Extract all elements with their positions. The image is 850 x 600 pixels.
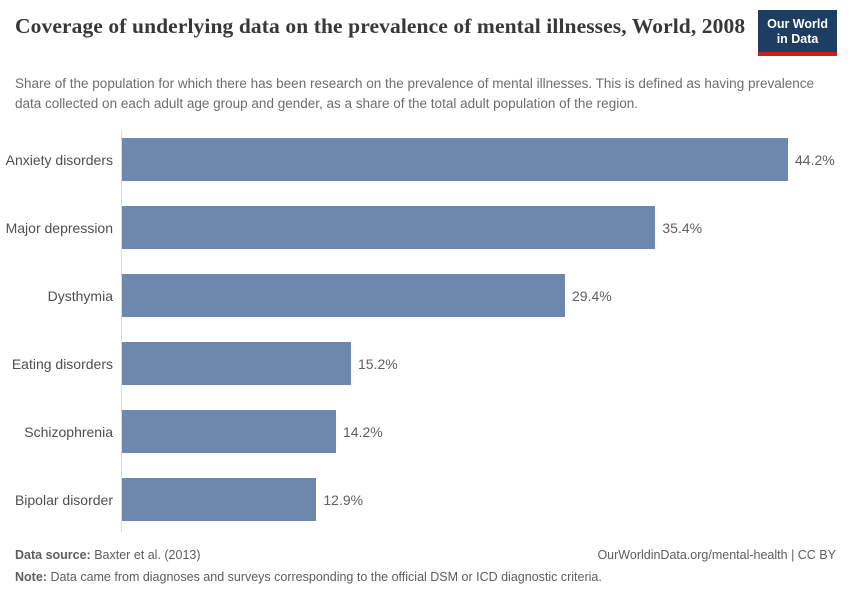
chart-title: Coverage of underlying data on the preva… bbox=[15, 14, 746, 38]
owid-logo[interactable]: Our World in Data bbox=[758, 10, 837, 56]
chart-subtitle: Share of the population for which there … bbox=[15, 76, 814, 111]
bar[interactable] bbox=[122, 410, 336, 453]
bar[interactable] bbox=[122, 342, 351, 385]
data-source-text: Data source: Baxter et al. (2013) bbox=[15, 547, 201, 564]
category-label: Eating disorders bbox=[11, 355, 113, 372]
bar[interactable] bbox=[122, 138, 788, 181]
category-label: Schizophrenia bbox=[24, 423, 113, 440]
category-label: Bipolar disorder bbox=[14, 491, 113, 508]
bar[interactable] bbox=[122, 274, 565, 317]
owid-logo-line1: Our World bbox=[767, 17, 828, 31]
value-label: 44.2% bbox=[795, 151, 835, 168]
category-label: Major depression bbox=[5, 219, 113, 236]
value-label: 15.2% bbox=[358, 355, 398, 372]
note-label: Note: bbox=[15, 570, 47, 584]
value-label: 35.4% bbox=[662, 219, 703, 236]
y-axis-line bbox=[121, 130, 122, 532]
attribution-link[interactable]: OurWorldinData.org/mental-health | CC BY bbox=[597, 548, 836, 562]
footer-row-sources: Data source: Baxter et al. (2013) OurWor… bbox=[15, 547, 836, 564]
bar-chart: Anxiety disorders 44.2% Major depression 35… bbox=[0, 130, 850, 532]
data-source-value: Baxter et al. (2013) bbox=[94, 548, 201, 562]
owid-logo-line2: in Data bbox=[776, 32, 819, 46]
data-source-label: Data source: bbox=[15, 548, 91, 562]
bar[interactable] bbox=[122, 206, 656, 249]
chart-footer: Data source: Baxter et al. (2013) OurWor… bbox=[15, 547, 836, 586]
note-value: Data came from diagnoses and surveys cor… bbox=[50, 570, 602, 584]
bar[interactable] bbox=[122, 478, 317, 521]
value-label: 14.2% bbox=[343, 423, 383, 440]
category-label: Anxiety disorders bbox=[5, 151, 113, 168]
value-label: 12.9% bbox=[323, 491, 364, 508]
value-label: 29.4% bbox=[572, 287, 612, 304]
category-label: Dysthymia bbox=[47, 287, 113, 304]
footer-note: Note: Data came from diagnoses and surve… bbox=[15, 569, 836, 586]
